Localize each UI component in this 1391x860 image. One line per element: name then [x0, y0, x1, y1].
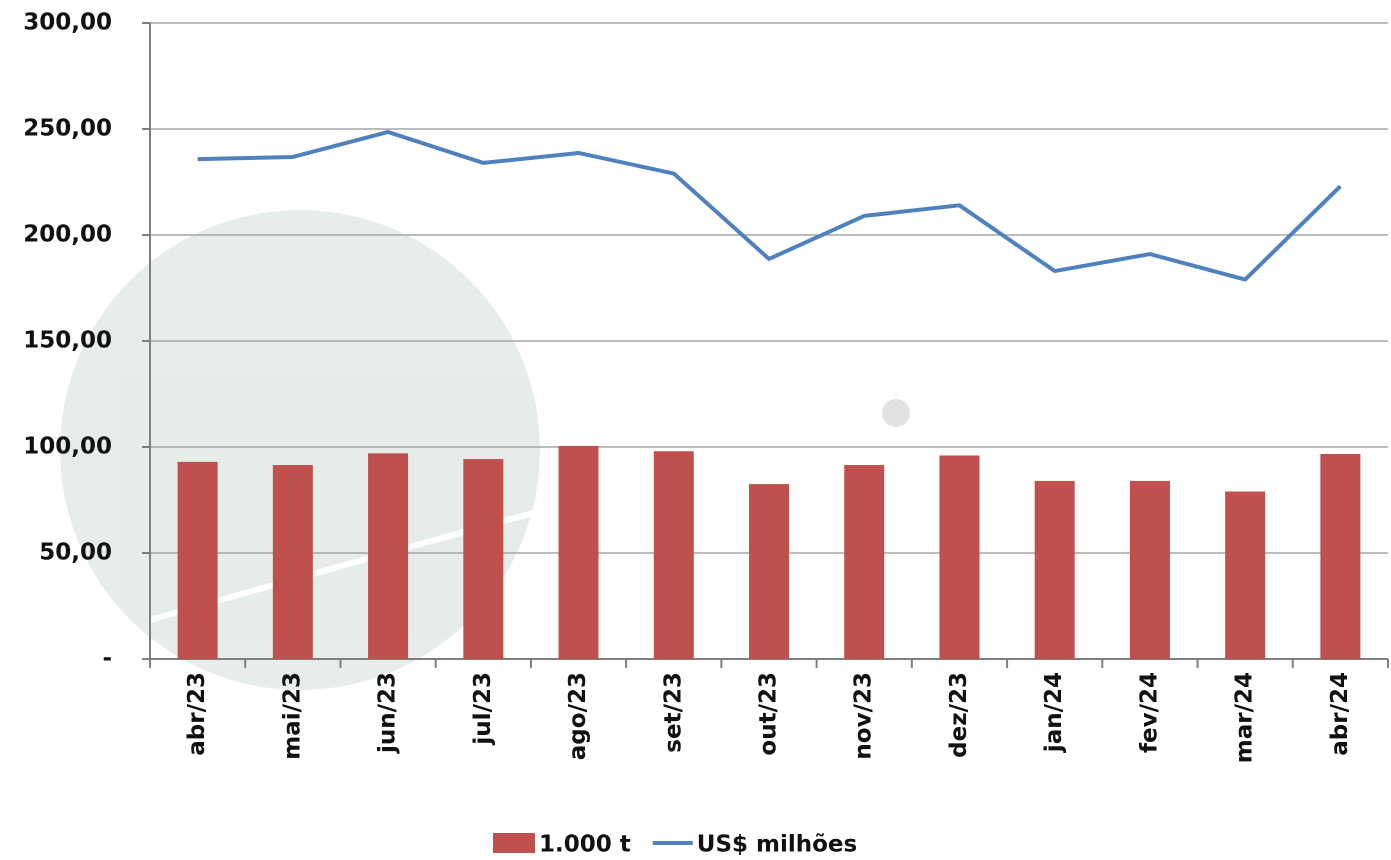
x-tick-label: out/23: [756, 672, 782, 756]
bar: [939, 455, 979, 659]
x-tick-label: abr/24: [1327, 672, 1353, 756]
y-tick-label: 300,00: [23, 10, 112, 36]
y-tick-label: 100,00: [23, 434, 112, 460]
chart: 1.000 t US$ milhões - 50,00 100,00 150,00 200…: [0, 0, 1391, 860]
legend-label: 1.000 t: [539, 832, 631, 858]
bar: [1130, 481, 1170, 659]
y-tick-label: 250,00: [23, 116, 112, 142]
y-tick-label: 50,00: [39, 540, 112, 566]
x-tick-label: jul/23: [470, 672, 496, 746]
x-tick-label: jan/24: [1041, 672, 1067, 753]
bar: [463, 459, 503, 659]
y-tick-label: 200,00: [23, 222, 112, 248]
bar: [1225, 492, 1265, 659]
watermark-dot: [882, 399, 910, 427]
x-tick-label: fev/24: [1136, 672, 1162, 753]
x-tick-label: abr/23: [184, 672, 210, 756]
bar: [1320, 454, 1360, 659]
x-tick-label: ago/23: [565, 672, 591, 760]
bar: [559, 446, 599, 659]
x-tick-label: dez/23: [946, 672, 972, 758]
legend-label: US$ milhões: [697, 832, 857, 858]
bar: [273, 465, 313, 659]
x-tick-label: jun/23: [375, 672, 401, 754]
bar: [368, 453, 408, 659]
legend: 1.000 t US$ milhões: [493, 832, 857, 858]
bar: [178, 462, 218, 659]
x-tick-label: set/23: [660, 672, 686, 753]
x-tick-label: mai/23: [279, 672, 305, 760]
x-tick-label: nov/23: [851, 672, 877, 760]
legend-swatch: [493, 833, 535, 853]
y-tick-label: -: [102, 646, 112, 672]
bar: [749, 484, 789, 659]
bar: [654, 451, 694, 659]
bar: [1035, 481, 1075, 659]
x-tick-label: mar/24: [1232, 672, 1258, 763]
y-tick-label: 150,00: [23, 328, 112, 354]
bar: [844, 465, 884, 659]
